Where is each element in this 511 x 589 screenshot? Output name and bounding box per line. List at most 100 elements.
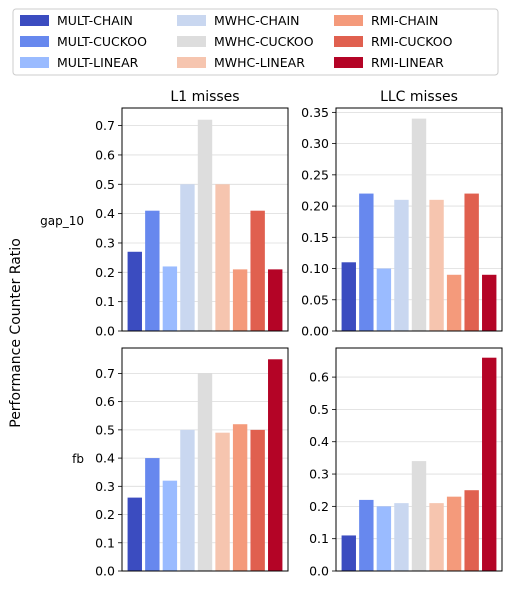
bar-rmi-linear: [268, 269, 283, 331]
y-tick-label: 0.5: [309, 402, 329, 417]
y-tick-label: 0.0: [95, 564, 115, 579]
legend-label-mult-cuckoo: MULT-CUCKOO: [57, 34, 147, 49]
legend-swatch-mwhc-linear: [177, 57, 206, 68]
legend-label-mult-linear: MULT-LINEAR: [57, 55, 139, 70]
y-tick-label: 0.7: [95, 366, 115, 381]
bar-mwhc-chain: [180, 184, 195, 331]
legend-swatch-rmi-cuckoo: [334, 36, 363, 47]
bar-mult-chain: [341, 262, 356, 331]
bar-rmi-linear: [482, 274, 497, 331]
bar-mwhc-linear: [429, 503, 444, 571]
legend-label-mwhc-chain: MWHC-CHAIN: [214, 13, 300, 28]
legend-swatch-mult-linear: [20, 57, 49, 68]
bar-mult-linear: [162, 480, 178, 571]
y-tick-label: 0.2: [95, 265, 115, 280]
y-tick-label: 0.2: [309, 499, 329, 514]
bar-mwhc-chain: [394, 199, 409, 331]
legend-label-rmi-cuckoo: RMI-CUCKOO: [371, 34, 453, 49]
y-tick-label: 0.6: [95, 394, 115, 409]
bar-mwhc-linear: [429, 199, 444, 331]
y-tick-label: 0.15: [301, 230, 329, 245]
legend: MULT-CHAIN MULT-CUCKOO MULT-LINEAR MWHC-CHA…: [12, 8, 499, 76]
y-tick-label: 0.5: [95, 177, 115, 192]
bar-mult-linear: [162, 266, 178, 331]
y-tick-label: 0.35: [301, 105, 329, 120]
legend-label-mwhc-linear: MWHC-LINEAR: [214, 55, 305, 70]
legend-label-mwhc-cuckoo: MWHC-CUCKOO: [214, 34, 314, 49]
legend-label-mult-chain: MULT-CHAIN: [57, 13, 133, 28]
bar-mwhc-cuckoo: [197, 119, 213, 331]
legend-label-rmi-chain: RMI-CHAIN: [371, 13, 438, 28]
row-label-gap10: gap_10: [40, 214, 84, 228]
plot-frame: [121, 347, 289, 572]
y-tick-label: 0.2: [95, 507, 115, 522]
bar-rmi-cuckoo: [464, 193, 479, 331]
bar-rmi-linear: [268, 359, 283, 571]
legend-swatch-mwhc-chain: [177, 15, 206, 26]
bar-rmi-cuckoo: [250, 429, 265, 571]
panel-fb-llc-misses: 0.0 0.1 0.2 0.3 0.4 0.5 0.6: [309, 347, 503, 579]
legend-swatch-mwhc-cuckoo: [177, 36, 206, 47]
bar-mult-chain: [127, 251, 142, 331]
col-title-llc: LLC misses: [380, 89, 458, 105]
bar-mwhc-linear: [215, 432, 230, 571]
bar-mult-cuckoo: [145, 458, 160, 571]
legend-swatch-rmi-chain: [334, 15, 363, 26]
bar-rmi-linear: [482, 357, 497, 571]
legend-swatch-mult-chain: [20, 15, 49, 26]
bar-mwhc-chain: [394, 503, 409, 571]
y-tick-label: 0.6: [309, 370, 329, 385]
bar-mwhc-chain: [180, 429, 195, 571]
y-tick-label: 0.1: [95, 535, 115, 550]
bar-rmi-cuckoo: [250, 210, 265, 331]
row-label-fb: fb: [72, 452, 84, 466]
y-tick-label: 0.3: [95, 479, 115, 494]
bar-mwhc-linear: [215, 184, 230, 331]
y-tick-label: 0.4: [309, 434, 329, 449]
bar-mult-cuckoo: [359, 499, 374, 571]
legend-swatch-mult-cuckoo: [20, 36, 49, 47]
bar-mult-chain: [341, 535, 356, 571]
y-tick-label: 0.6: [95, 147, 115, 162]
legend-swatch-rmi-linear: [334, 57, 363, 68]
y-tick-label: 0.3: [309, 467, 329, 482]
bar-rmi-chain: [446, 496, 462, 571]
plot-frame: [335, 347, 503, 572]
bar-mult-linear: [376, 268, 392, 331]
y-tick-label: 0.30: [301, 136, 329, 151]
bar-mult-cuckoo: [359, 193, 374, 331]
y-tick-label: 0.7: [95, 118, 115, 133]
panel-gap-10-llc-misses: 0.00 0.05 0.10 0.15 0.20 0.25 0.30 0.35: [301, 105, 503, 339]
bar-mult-cuckoo: [145, 210, 160, 331]
y-tick-label: 0.4: [95, 206, 115, 221]
y-tick-label: 0.25: [301, 167, 329, 182]
y-tick-label: 0.1: [95, 294, 115, 309]
bar-mult-chain: [127, 497, 142, 571]
bar-mwhc-cuckoo: [411, 461, 427, 571]
col-title-l1: L1 misses: [170, 89, 239, 105]
panel-fb-l1-misses: 0.0 0.1 0.2 0.3 0.4 0.5 0.6 0.7: [95, 347, 289, 579]
bar-rmi-chain: [232, 424, 248, 571]
bar-rmi-chain: [232, 269, 248, 331]
y-tick-label: 0.00: [301, 324, 329, 339]
bar-mwhc-cuckoo: [411, 118, 427, 331]
bar-rmi-chain: [446, 274, 462, 331]
legend-frame: [12, 8, 499, 76]
y-tick-label: 0.20: [301, 199, 329, 214]
y-tick-label: 0.0: [95, 324, 115, 339]
panel-gap-10-l1-misses: 0.0 0.1 0.2 0.3 0.4 0.5 0.6 0.7: [95, 107, 289, 339]
y-tick-label: 0.1: [309, 531, 329, 546]
bar-mwhc-cuckoo: [197, 373, 213, 571]
y-tick-label: 0.5: [95, 422, 115, 437]
y-tick-label: 0.0: [309, 564, 329, 579]
y-tick-label: 0.4: [95, 451, 115, 466]
bar-mult-linear: [376, 506, 392, 571]
bar-rmi-cuckoo: [464, 490, 479, 571]
y-tick-label: 0.05: [301, 292, 329, 307]
y-tick-label: 0.10: [301, 261, 329, 276]
legend-label-rmi-linear: RMI-LINEAR: [371, 55, 444, 70]
plot-frame: [335, 107, 503, 332]
figure-ylabel: Performance Counter Ratio: [8, 238, 24, 428]
plot-frame: [121, 107, 289, 332]
